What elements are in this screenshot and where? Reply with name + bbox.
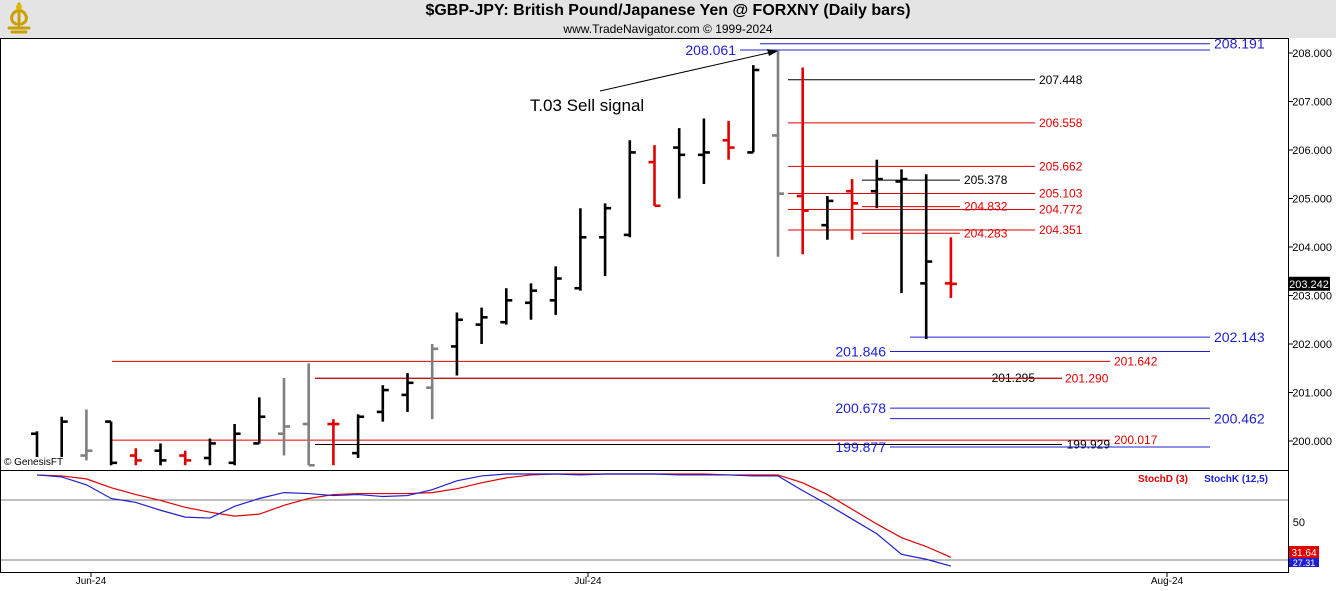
level-label: 205.662 — [1039, 159, 1083, 173]
level-label: 204.283 — [964, 226, 1008, 240]
level-label: 201.846 — [835, 343, 886, 359]
stoch-k-line — [36, 473, 952, 567]
level-label: 199.929 — [1067, 437, 1111, 451]
y-tick-label: 203.000 — [1292, 291, 1332, 303]
y-tick-label: 204.000 — [1292, 242, 1332, 254]
x-tick-label: Jul-24 — [574, 576, 602, 587]
y-tick-label: 202.000 — [1292, 339, 1332, 351]
level-label: 204.351 — [1039, 223, 1083, 237]
level-label: 202.143 — [1214, 329, 1265, 345]
chart-title: $GBP-JPY: British Pound/Japanese Yen @ F… — [425, 2, 911, 19]
genesis-logo-icon — [7, 2, 31, 34]
y-tick-label: 205.000 — [1292, 194, 1332, 206]
copyright-label: © GenesisFT — [4, 457, 64, 468]
level-label: 199.877 — [835, 439, 886, 455]
level-label: 200.678 — [835, 400, 886, 416]
stoch-d-legend: StochD (3) — [1138, 474, 1188, 485]
level-label: 201.642 — [1114, 354, 1158, 368]
stoch-k-last-value: 27.31 — [1293, 558, 1316, 568]
level-label: 200.462 — [1214, 411, 1265, 427]
current-price-label: 203.242 — [1289, 279, 1329, 291]
y-tick-label: 207.000 — [1292, 97, 1332, 109]
level-label: 201.290 — [1065, 371, 1109, 385]
level-label: 208.061 — [685, 42, 736, 58]
annotation-arrow — [599, 51, 773, 92]
level-label: 204.772 — [1039, 203, 1083, 217]
level-label: 200.017 — [1114, 433, 1158, 447]
stoch-panel-frame — [0, 470, 1289, 573]
annotation-arrowhead — [767, 49, 778, 57]
stoch-d-last-value: 31.64 — [1291, 548, 1316, 559]
y-tick-label: 200.000 — [1292, 436, 1332, 448]
level-label: 207.448 — [1039, 73, 1083, 87]
stoch-k-legend: StochK (12,5) — [1204, 474, 1268, 485]
level-label: 206.558 — [1039, 116, 1083, 130]
stoch-d-line — [36, 473, 952, 558]
price-panel-frame — [0, 38, 1289, 471]
stoch-d-last-marker — [1289, 546, 1319, 558]
x-tick-label: Jun-24 — [76, 576, 107, 587]
chart-header — [0, 0, 1336, 38]
x-tick-label: Aug-24 — [1151, 576, 1184, 587]
level-label: 205.378 — [964, 173, 1008, 187]
y-tick-label: 208.000 — [1292, 48, 1332, 60]
level-label: 208.191 — [1214, 36, 1265, 52]
level-label: 205.103 — [1039, 187, 1083, 201]
current-price-marker — [1289, 276, 1330, 291]
annotation-text: T.03 Sell signal — [530, 96, 644, 115]
chart-subtitle: www.TradeNavigator.com © 1999-2024 — [563, 22, 773, 36]
y-tick-label: 206.000 — [1292, 145, 1332, 157]
y-tick-label: 201.000 — [1292, 388, 1332, 400]
stoch-tick-label: 50 — [1293, 517, 1305, 529]
level-label: 204.832 — [964, 200, 1008, 214]
stoch-k-last-marker — [1289, 558, 1319, 567]
